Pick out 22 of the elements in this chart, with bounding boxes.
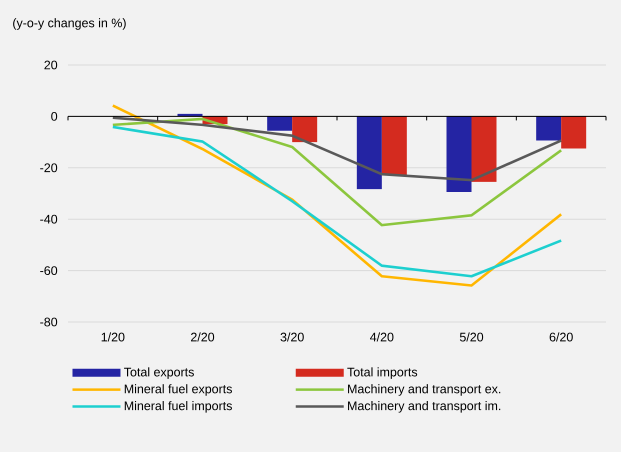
y-axis-title: (y-o-y changes in %) <box>13 18 126 30</box>
x-tick-label: 5/20 <box>460 332 484 342</box>
legend-label: Mineral fuel exports <box>124 384 232 396</box>
y-tick-label: -60 <box>40 266 58 276</box>
legend-label: Machinery and transport ex. <box>348 384 500 396</box>
x-tick-label: 4/20 <box>370 332 394 342</box>
legend-label: Total exports <box>124 367 194 379</box>
y-tick-label: 0 <box>51 112 58 121</box>
legend-label: Machinery and transport im. <box>348 401 500 413</box>
x-tick-label: 6/20 <box>550 332 573 342</box>
x-tick-label: 2/20 <box>191 332 214 342</box>
line-series <box>112 118 562 226</box>
x-tick-label: 3/20 <box>280 332 304 342</box>
x-tick-label: 1/20 <box>102 332 124 342</box>
legend-label: Mineral fuel imports <box>124 401 232 413</box>
y-tick-label: 20 <box>44 60 58 70</box>
line-series <box>112 126 562 278</box>
y-tick-label: -20 <box>40 163 58 172</box>
line-series <box>112 116 562 182</box>
y-tick-label: -80 <box>40 318 58 326</box>
y-tick-label: -40 <box>40 214 58 224</box>
legend-label: Total imports <box>347 367 418 379</box>
